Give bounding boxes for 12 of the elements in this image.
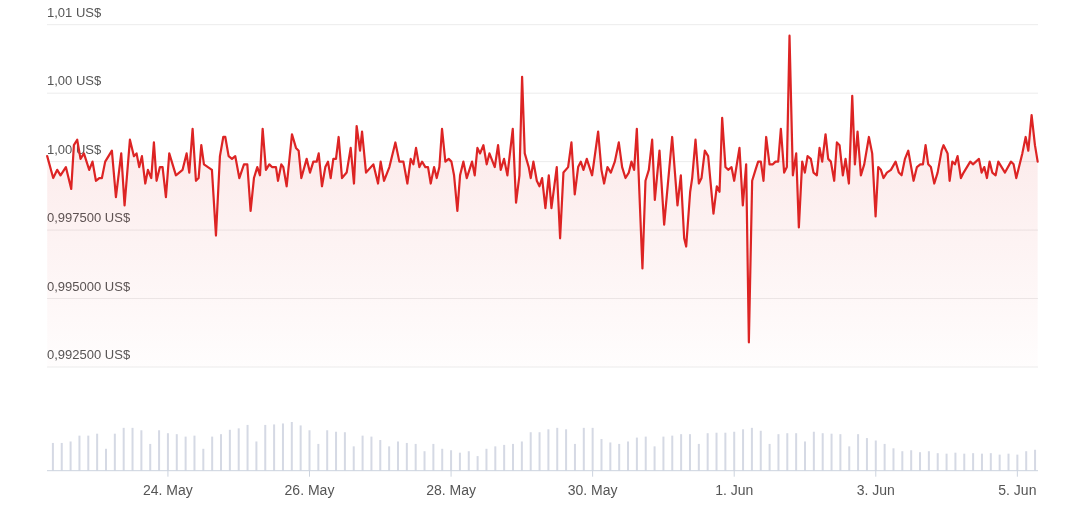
x-tick-label: 3. Jun <box>856 481 895 498</box>
x-tick-label: 5. Jun <box>998 481 1037 498</box>
x-tick-label: 28. May <box>426 481 476 498</box>
y-tick-label: 0,997500 US$ <box>47 210 131 226</box>
x-tick-label: 26. May <box>284 481 335 498</box>
x-tick-label: 1. Jun <box>715 481 754 498</box>
y-tick-label: 1,01 US$ <box>47 4 102 20</box>
y-tick-label: 0,995000 US$ <box>47 278 131 294</box>
y-tick-label: 1,00 US$ <box>47 73 102 89</box>
y-tick-label: 0,992500 US$ <box>47 347 131 362</box>
x-tick-label: 30. May <box>567 481 618 498</box>
x-tick-label: 24. May <box>143 481 193 498</box>
